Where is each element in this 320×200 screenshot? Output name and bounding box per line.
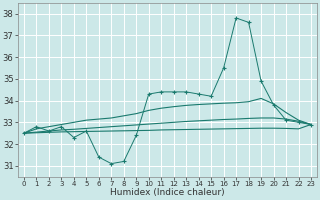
X-axis label: Humidex (Indice chaleur): Humidex (Indice chaleur) (110, 188, 225, 197)
